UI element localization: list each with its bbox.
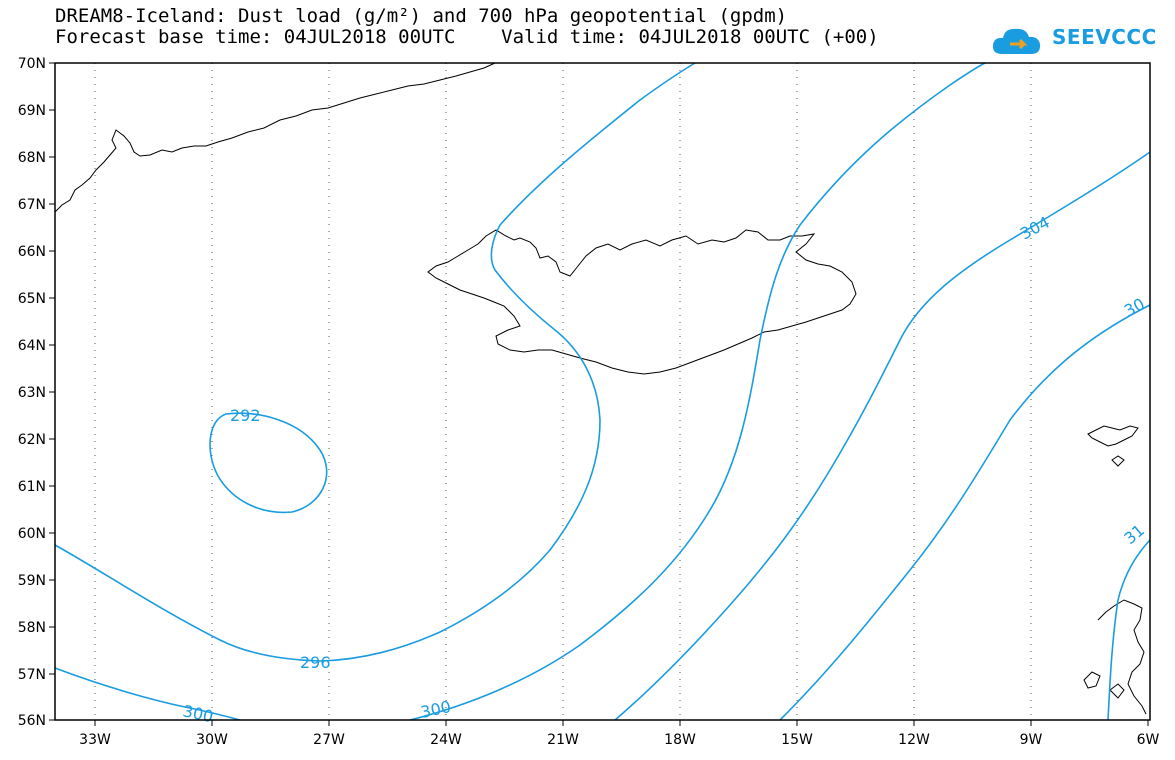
map-time-line: Forecast base time: 04JUL2018 00UTC Vali… [55, 27, 955, 48]
map-header: DREAM8-Iceland: Dust load (g/m²) and 700… [55, 6, 955, 48]
contour-label-312: 31 [1120, 520, 1148, 548]
cloud-arrow-icon [992, 28, 1041, 54]
lon-label: 9W [1020, 732, 1043, 748]
lat-label: 62N [18, 432, 46, 448]
valid-time-label: Valid time: [501, 26, 627, 48]
lat-label: 59N [18, 573, 46, 589]
contour-label-308: 30 [1121, 294, 1148, 320]
lat-label: 56N [18, 713, 46, 729]
geopotential-contours [54, 62, 1151, 721]
lat-label: 64N [18, 338, 46, 354]
lon-label: 30W [196, 732, 228, 748]
lat-label: 61N [18, 479, 46, 495]
lon-label: 12W [898, 732, 930, 748]
lon-label: 33W [79, 732, 111, 748]
lon-label: 21W [547, 732, 579, 748]
base-time-value: 04JUL2018 00UTC [283, 26, 456, 48]
map-frame [54, 62, 1151, 721]
lon-label: 6W [1137, 732, 1160, 748]
contour-label-300-west: 300 [181, 701, 215, 726]
lat-label: 68N [18, 150, 46, 166]
lat-label: 65N [18, 291, 46, 307]
logo-text: SEEVCCC [1052, 25, 1157, 49]
lat-label: 67N [18, 197, 46, 213]
coastlines [54, 62, 1147, 715]
base-time-label: Forecast base time: [55, 26, 273, 48]
lat-label: 60N [18, 526, 46, 542]
lat-labels: 70N 69N 68N 67N 66N 65N 64N 63N 62N 61N … [18, 56, 46, 729]
valid-time-value: 04JUL2018 00UTC (+00) [638, 26, 879, 48]
lat-label: 57N [18, 667, 46, 683]
lat-label: 70N [18, 56, 46, 72]
lat-label: 58N [18, 620, 46, 636]
graticule [94, 63, 1032, 720]
lon-labels: 33W 30W 27W 24W 21W 18W 15W 12W 9W 6W [79, 732, 1159, 748]
contour-label-292: 292 [230, 406, 261, 425]
contour-label-300-mid: 300 [419, 697, 453, 722]
lat-label: 66N [18, 244, 46, 260]
axis-ticks [49, 62, 1149, 726]
lon-label: 18W [664, 732, 696, 748]
lon-label: 27W [313, 732, 345, 748]
map-title: DREAM8-Iceland: Dust load (g/m²) and 700… [55, 5, 788, 27]
lat-label: 63N [18, 385, 46, 401]
lat-label: 69N [18, 103, 46, 119]
lon-label: 24W [430, 732, 462, 748]
lon-label: 15W [781, 732, 813, 748]
contour-label-296: 296 [300, 653, 331, 672]
